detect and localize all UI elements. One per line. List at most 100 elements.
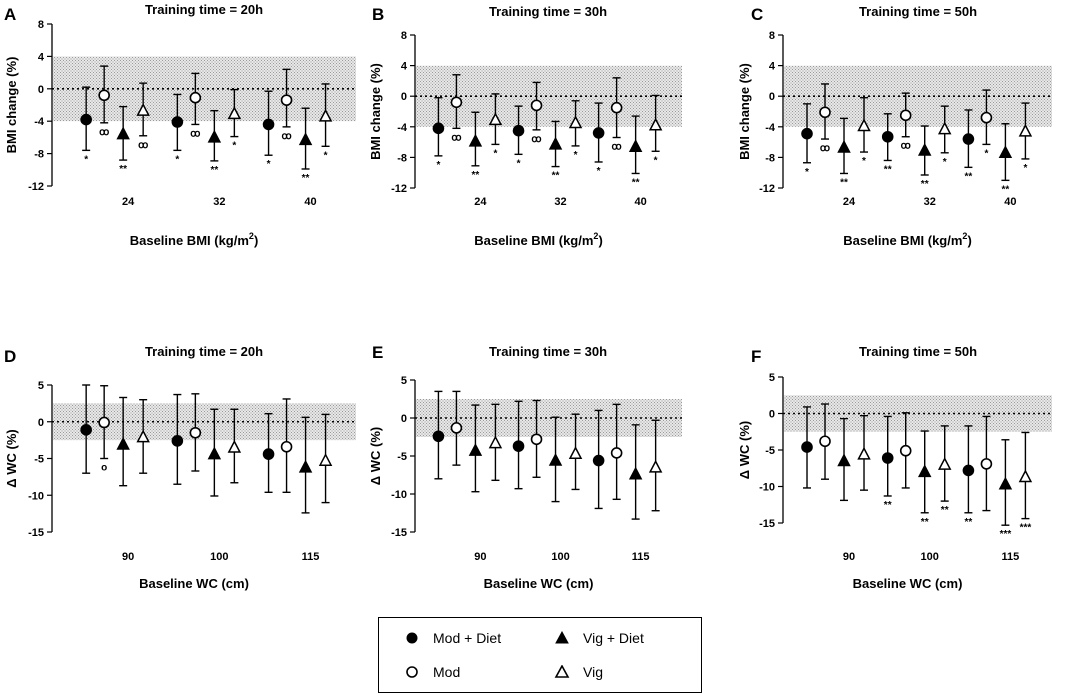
x-axis-label-sup: 2 xyxy=(593,231,598,241)
data-marker-triangle xyxy=(468,443,483,456)
open-circle-icon xyxy=(406,666,418,678)
y-tick-label: 0 xyxy=(38,417,44,429)
data-marker-triangle xyxy=(937,456,952,470)
x-tick-label: 115 xyxy=(632,551,650,563)
panel-E: 5 0 -5 -10 -15 90 100 115 E Training time = 30h Ba… xyxy=(368,343,682,591)
legend-item-vig: Vig xyxy=(551,664,603,680)
significance-label: ꝏ xyxy=(531,134,541,145)
data-marker-triangle xyxy=(837,139,851,153)
data-marker-triangle xyxy=(116,436,130,450)
x-axis-label-main: Baseline WC (cm) xyxy=(853,576,963,591)
data-marker-triangle xyxy=(998,476,1013,490)
data-marker-triangle xyxy=(648,459,663,473)
panel-letter: C xyxy=(751,5,763,24)
error-point-mod: ꝏ xyxy=(530,81,543,145)
x-axis-label-main: Baseline WC (cm) xyxy=(139,576,249,591)
y-tick-label: -5 xyxy=(765,445,775,457)
y-axis-label: BMI change (%) xyxy=(737,63,752,160)
x-axis-label-main: Baseline BMI (kg/m xyxy=(843,233,962,248)
data-marker-triangle xyxy=(648,117,663,131)
significance-label: ** xyxy=(884,500,892,511)
significance-label: ꝏ xyxy=(138,140,148,151)
error-point-mod xyxy=(280,398,293,494)
data-marker-triangle xyxy=(568,115,583,129)
error-point-vig_diet xyxy=(298,416,313,514)
legend-label-mod: Mod xyxy=(433,664,461,680)
x-tick-label: 90 xyxy=(843,551,855,563)
error-point-vig xyxy=(857,414,871,491)
data-marker-circle xyxy=(450,96,463,109)
x-tick-label: 24 xyxy=(122,196,135,208)
y-tick-label: -12 xyxy=(28,181,44,193)
data-marker-circle xyxy=(512,124,525,137)
significance-label: * xyxy=(862,156,866,167)
y-tick-label: 0 xyxy=(769,409,775,421)
data-marker-circle xyxy=(512,440,525,452)
error-point-vig xyxy=(568,413,583,491)
data-marker-circle xyxy=(280,94,293,106)
error-point-mod_diet: ** xyxy=(962,425,975,528)
panel-title: Training time = 50h xyxy=(859,4,977,19)
error-point-mod: ꝏ xyxy=(819,83,831,154)
data-marker-triangle xyxy=(488,435,503,449)
y-tick-label: 4 xyxy=(38,51,45,63)
error-point-vig_diet: ** xyxy=(468,111,483,181)
panel-title: Training time = 30h xyxy=(489,344,607,359)
data-marker-triangle xyxy=(917,464,932,478)
y-axis-label: BMI change (%) xyxy=(4,57,19,154)
data-marker-circle xyxy=(980,458,993,470)
data-marker-circle xyxy=(171,116,184,128)
data-marker-circle xyxy=(432,430,445,443)
error-point-vig_diet: ** xyxy=(628,115,643,188)
error-point-mod_diet: * xyxy=(592,102,605,177)
x-tick-label: 100 xyxy=(210,551,228,563)
data-marker-triangle xyxy=(318,453,333,466)
x-tick-label: 100 xyxy=(921,551,939,563)
error-point-mod_diet: * xyxy=(512,105,525,169)
data-marker-triangle xyxy=(628,139,643,152)
error-point-vig: *** xyxy=(1018,431,1033,534)
data-marker-circle xyxy=(980,111,993,124)
data-marker-triangle xyxy=(1018,123,1033,137)
filled-triangle-icon xyxy=(555,631,569,644)
error-point-vig_diet: ** xyxy=(917,430,932,528)
significance-label: * xyxy=(574,150,578,161)
data-marker-circle xyxy=(592,127,605,139)
x-tick-label: 115 xyxy=(1002,551,1020,563)
error-point-mod_diet xyxy=(801,406,813,489)
significance-label: ꝏ xyxy=(820,143,830,154)
error-point-mod_diet xyxy=(80,384,92,474)
error-point-vig_diet: ** xyxy=(116,105,130,175)
legend-label-mod-diet: Mod + Diet xyxy=(433,630,502,646)
legend-box: Mod + Diet Vig + Diet Mod Vig xyxy=(378,617,702,693)
significance-label: * xyxy=(324,150,328,161)
data-marker-triangle xyxy=(136,429,150,443)
data-marker-triangle xyxy=(207,446,222,460)
data-marker-circle xyxy=(530,433,543,446)
data-marker-circle xyxy=(899,444,912,457)
data-marker-triangle xyxy=(207,129,222,143)
panel-title: Training time = 20h xyxy=(145,2,263,17)
x-tick-label: 115 xyxy=(302,551,320,563)
significance-label: * xyxy=(654,155,658,166)
data-marker-triangle xyxy=(298,459,313,473)
data-marker-circle xyxy=(530,99,543,112)
error-point-vig xyxy=(318,413,333,504)
data-marker-circle xyxy=(592,454,605,467)
error-point-mod_diet xyxy=(512,400,525,490)
data-marker-triangle xyxy=(568,446,583,459)
data-marker-circle xyxy=(610,447,623,459)
data-marker-circle xyxy=(819,106,831,119)
y-tick-label: -15 xyxy=(391,527,407,539)
error-point-mod_diet xyxy=(262,412,275,494)
x-axis-label-end: ) xyxy=(967,233,971,248)
y-tick-label: -10 xyxy=(391,489,407,501)
x-tick-label: 24 xyxy=(843,196,856,208)
x-axis-label-sup: 2 xyxy=(249,231,254,241)
y-tick-label: 5 xyxy=(401,375,407,387)
data-marker-circle xyxy=(881,130,894,143)
significance-label: ** xyxy=(921,517,929,528)
error-point-vig: * xyxy=(648,94,663,166)
error-point-mod_diet: ** xyxy=(881,113,894,175)
